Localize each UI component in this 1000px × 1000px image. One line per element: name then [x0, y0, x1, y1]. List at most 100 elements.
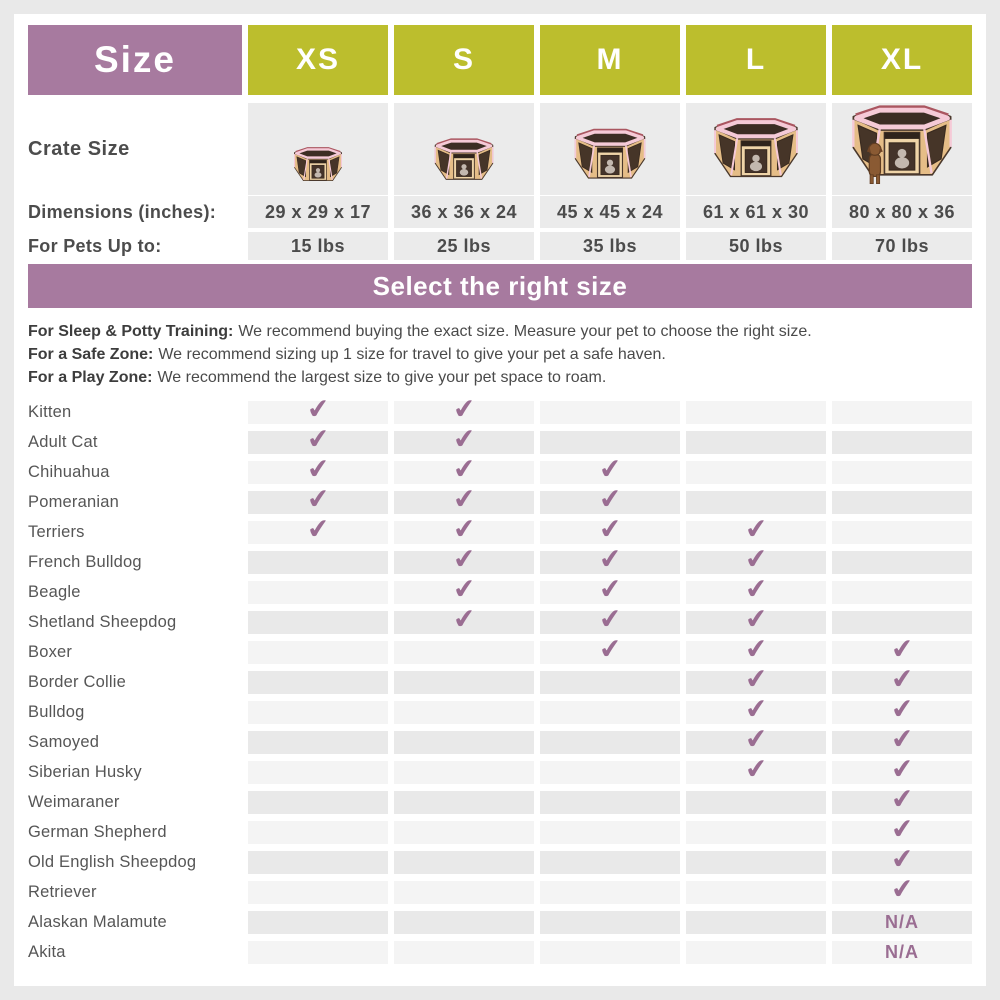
- mark-cell: ✔: [394, 452, 534, 485]
- mark-cell: [394, 821, 534, 844]
- breed-name: Retriever: [28, 883, 97, 901]
- mark-cell: [540, 431, 680, 454]
- breed-name: French Bulldog: [28, 553, 142, 571]
- mark-cell: [686, 401, 826, 424]
- note-line: For a Play Zone: We recommend the largest…: [28, 366, 972, 389]
- mark-cell: [832, 581, 972, 604]
- mark-cell: [540, 791, 680, 814]
- check-icon: ✔: [889, 722, 915, 755]
- size-column-header: XS: [248, 25, 388, 95]
- check-icon: ✔: [743, 602, 769, 635]
- breed-row: Pomeranian ✔ ✔ ✔: [28, 482, 972, 515]
- mark-cell: [394, 881, 534, 904]
- note-label: For a Play Zone:: [28, 369, 153, 386]
- mark-cell: ✔: [540, 482, 680, 515]
- mark-cell: [248, 881, 388, 904]
- crate-image-cell: [540, 103, 680, 195]
- crate-image-cell: [686, 103, 826, 195]
- breed-name: Bulldog: [28, 703, 85, 721]
- mark-cell: ✔: [832, 692, 972, 725]
- pet-weight-value: 25 lbs: [394, 232, 534, 260]
- breed-row: Retriever ✔: [28, 872, 972, 905]
- select-size-banner: Select the right size: [28, 264, 972, 308]
- crate-size-label: Crate Size: [28, 137, 130, 160]
- mark-cell: ✔: [832, 752, 972, 785]
- pet-weight-value: 35 lbs: [540, 232, 680, 260]
- breed-row: Siberian Husky ✔ ✔: [28, 752, 972, 785]
- mark-cell: [394, 641, 534, 664]
- check-icon: ✔: [889, 692, 915, 725]
- mark-cell: ✔: [686, 632, 826, 665]
- breed-row: Shetland Sheepdog ✔ ✔ ✔: [28, 602, 972, 635]
- crate-image-cell: [248, 103, 388, 195]
- breed-row: French Bulldog ✔ ✔ ✔: [28, 542, 972, 575]
- check-icon: ✔: [889, 812, 915, 845]
- mark-cell: ✔: [248, 422, 388, 455]
- mark-cell: [686, 491, 826, 514]
- breed-row: Samoyed ✔ ✔: [28, 722, 972, 755]
- check-icon: ✔: [743, 722, 769, 755]
- mark-cell: [832, 491, 972, 514]
- mark-cell: [832, 611, 972, 634]
- playpen-illustration: [574, 128, 646, 179]
- mark-cell: [686, 461, 826, 484]
- na-label: N/A: [885, 912, 919, 932]
- mark-cell: [832, 401, 972, 424]
- check-icon: ✔: [743, 632, 769, 665]
- breed-row: German Shepherd ✔: [28, 812, 972, 845]
- breed-row: Akita N/A: [28, 941, 972, 964]
- breed-row: Beagle ✔ ✔ ✔: [28, 572, 972, 605]
- check-icon: ✔: [743, 542, 769, 575]
- check-icon: ✔: [889, 662, 915, 695]
- mark-cell: [394, 731, 534, 754]
- size-header: Size: [28, 25, 242, 95]
- check-icon: ✔: [305, 452, 331, 485]
- breed-name: Shetland Sheepdog: [28, 613, 177, 631]
- pet-weight-value: 70 lbs: [832, 232, 972, 260]
- mark-cell: ✔: [686, 572, 826, 605]
- mark-cell: ✔: [394, 512, 534, 545]
- breed-name: Samoyed: [28, 733, 100, 751]
- recommendation-notes: For Sleep & Potty Training: We recommend …: [28, 320, 972, 389]
- breed-name: Beagle: [28, 583, 81, 601]
- mark-cell: ✔: [540, 542, 680, 575]
- crate-image-cell: [394, 103, 534, 195]
- breed-row: Weimaraner ✔: [28, 782, 972, 815]
- mark-cell: ✔: [540, 572, 680, 605]
- check-icon: ✔: [597, 542, 623, 575]
- check-icon: ✔: [743, 662, 769, 695]
- mark-cell: [248, 851, 388, 874]
- check-icon: ✔: [451, 572, 477, 605]
- check-icon: ✔: [743, 752, 769, 785]
- mark-cell: [248, 641, 388, 664]
- breed-name: Boxer: [28, 643, 73, 661]
- dog-illustration: [866, 142, 883, 185]
- check-icon: ✔: [597, 632, 623, 665]
- breed-name: Pomeranian: [28, 493, 119, 511]
- breed-matrix: Kitten ✔ ✔ Adult Cat ✔ ✔ Chihuahua ✔ ✔ ✔ Pom…: [28, 392, 972, 964]
- note-text: We recommend the largest size to give yo…: [157, 369, 607, 386]
- dimension-value: 29 x 29 x 17: [248, 196, 388, 228]
- mark-cell: [248, 911, 388, 934]
- mark-cell: [248, 581, 388, 604]
- mark-cell: ✔: [248, 392, 388, 425]
- mark-cell: ✔: [394, 422, 534, 455]
- breed-row: Bulldog ✔ ✔: [28, 692, 972, 725]
- check-icon: ✔: [451, 422, 477, 455]
- mark-cell: [832, 461, 972, 484]
- mark-cell: [394, 701, 534, 724]
- mark-cell: [540, 401, 680, 424]
- note-text: We recommend buying the exact size. Meas…: [238, 323, 812, 340]
- check-icon: ✔: [451, 392, 477, 425]
- check-icon: ✔: [743, 692, 769, 725]
- check-icon: ✔: [305, 392, 331, 425]
- breed-name: Alaskan Malamute: [28, 913, 167, 931]
- mark-cell: [394, 671, 534, 694]
- playpen-illustration: [852, 105, 952, 185]
- mark-cell: ✔: [832, 812, 972, 845]
- check-icon: ✔: [305, 482, 331, 515]
- mark-cell: ✔: [394, 572, 534, 605]
- mark-cell: [248, 731, 388, 754]
- na-label: N/A: [885, 942, 919, 962]
- mark-cell: ✔: [394, 542, 534, 575]
